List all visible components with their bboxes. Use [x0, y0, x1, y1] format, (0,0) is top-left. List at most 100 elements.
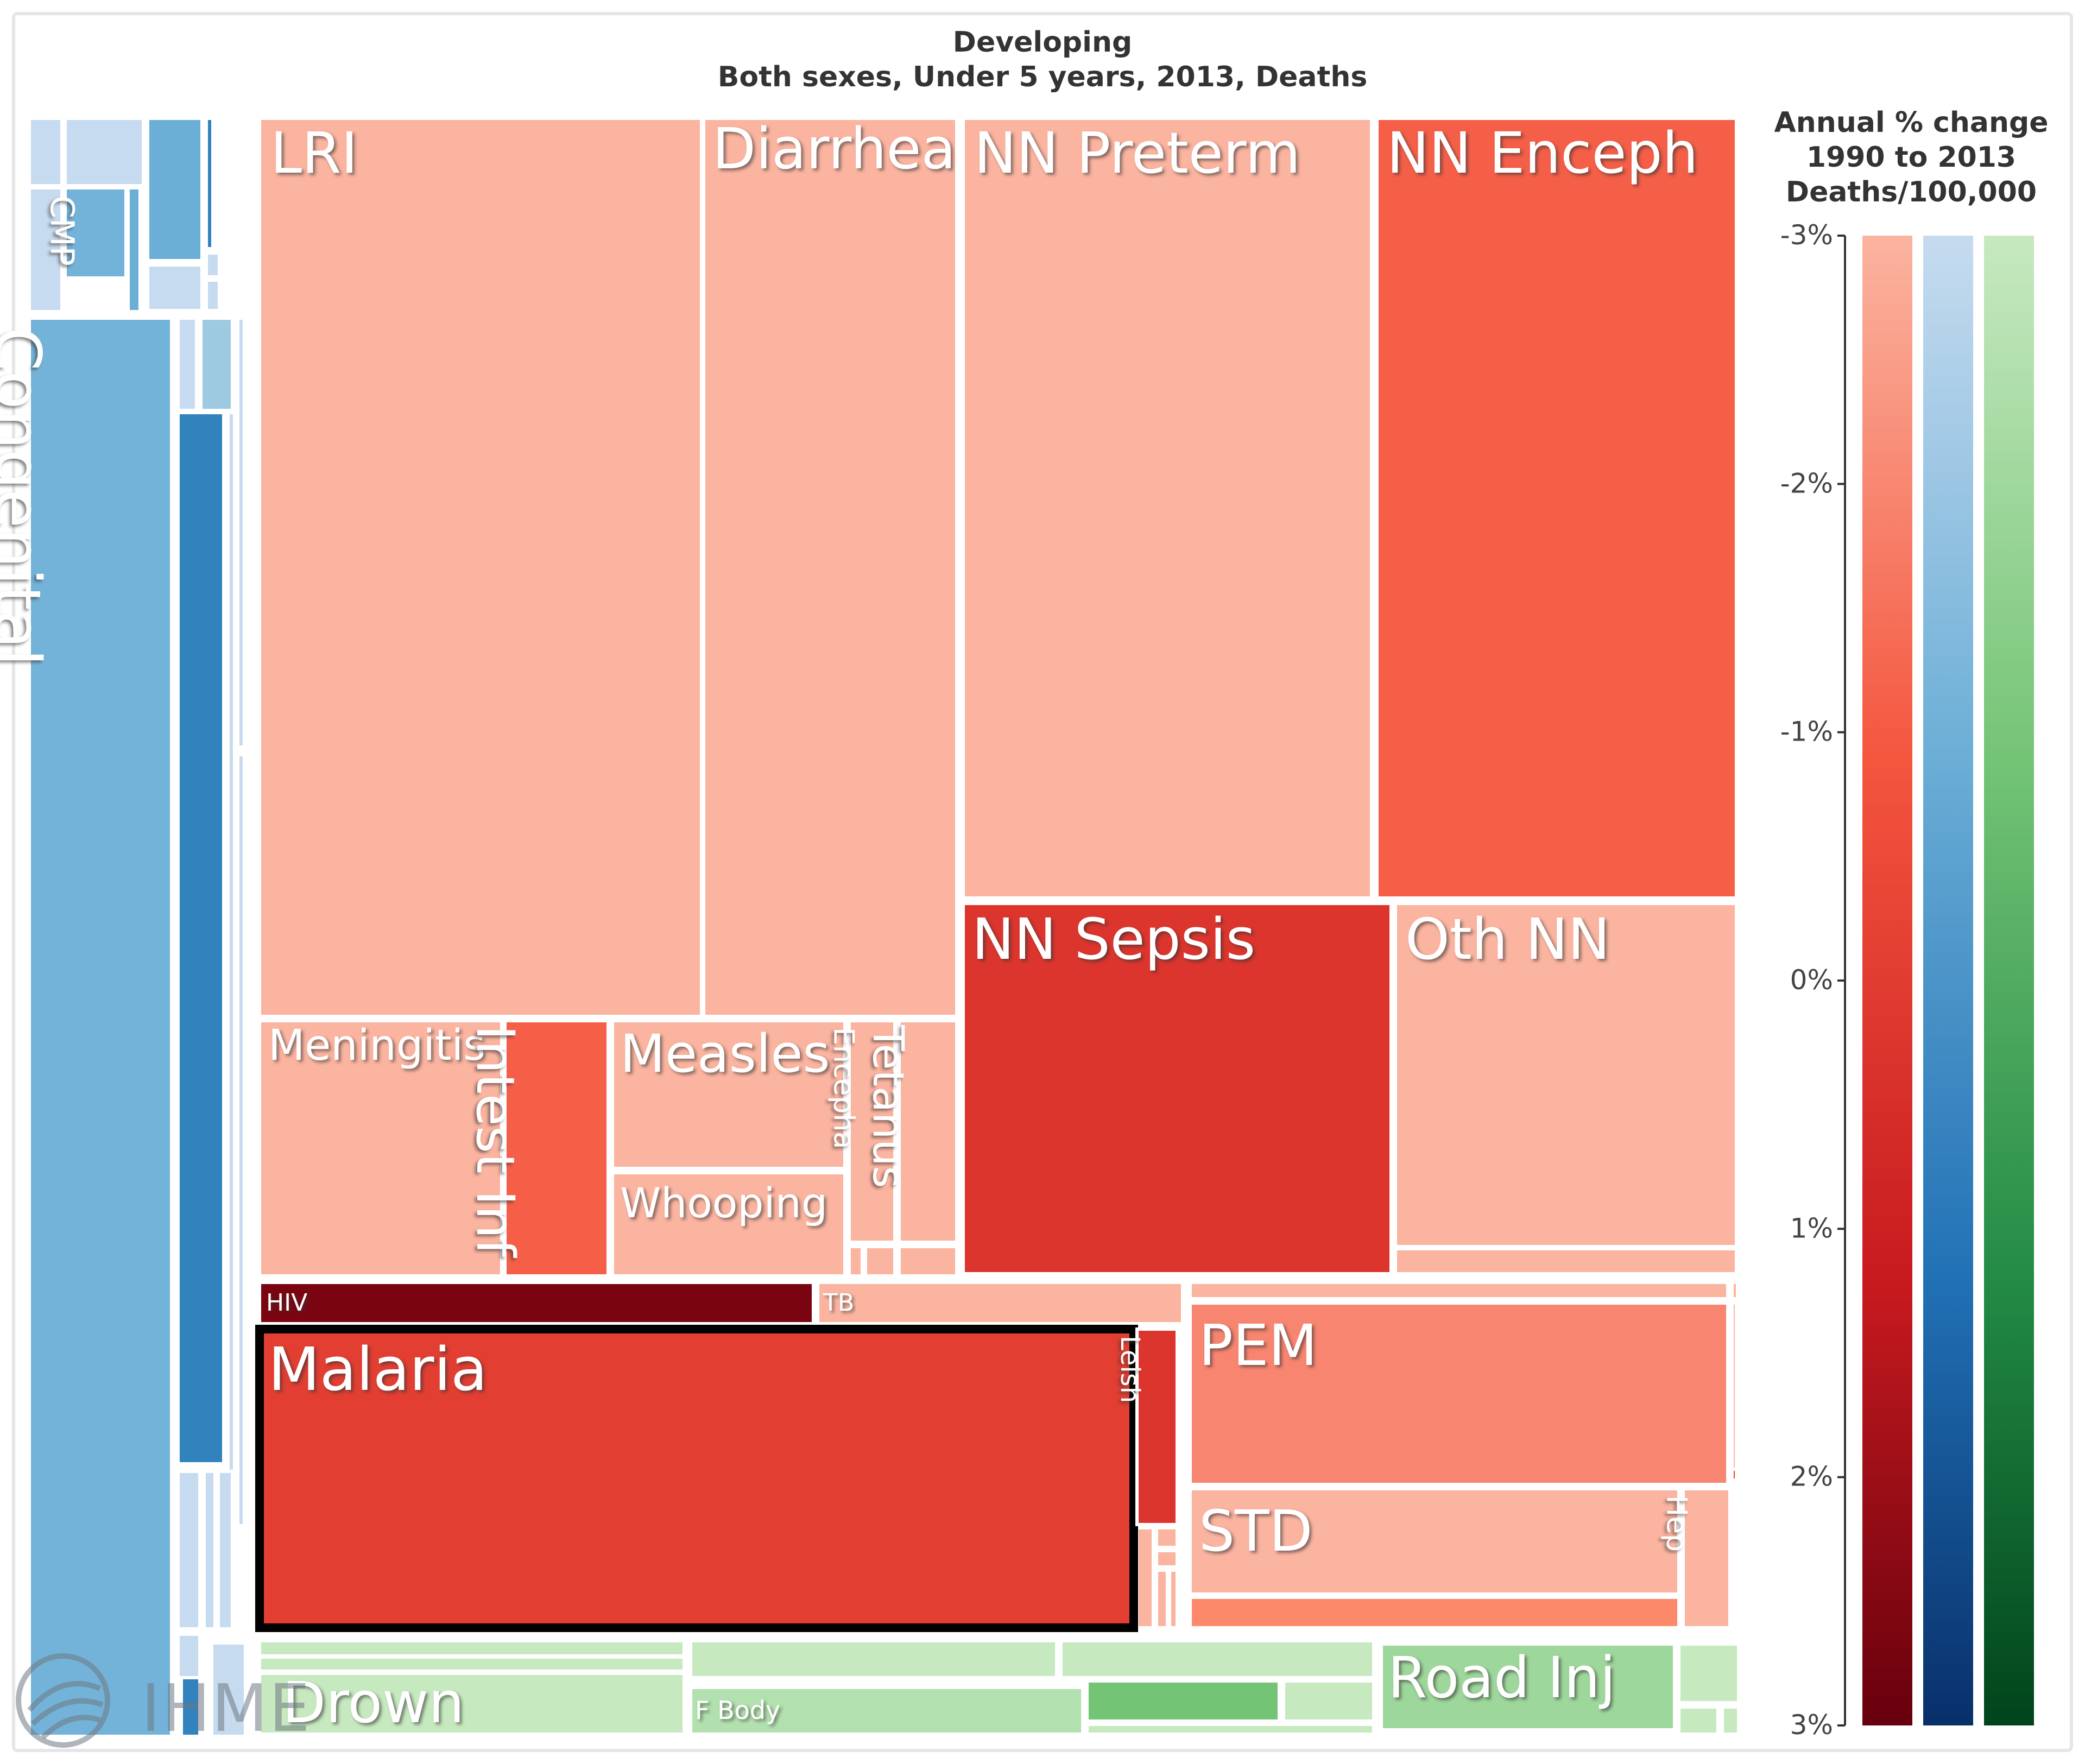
treemap-cell-measles[interactable] [611, 1019, 846, 1170]
treemap-cell-minor [898, 1245, 958, 1278]
treemap-cell-hep[interactable] [1682, 1487, 1732, 1629]
legend-title-line-1: Annual % change [1774, 106, 2049, 139]
treemap-cell-minor [217, 1470, 234, 1630]
treemap-label-malaria: Malaria [268, 1335, 487, 1404]
treemap-cell-minor [689, 1639, 1058, 1679]
treemap-label-pem: PEM [1199, 1312, 1317, 1379]
treemap-cell-malaria[interactable] [255, 1325, 1138, 1632]
legend-tick-label: 0% [1790, 964, 1833, 996]
treemap-cell-leish[interactable] [1135, 1327, 1179, 1526]
treemap-cell-minor [127, 186, 142, 313]
legend-bar-red [1862, 236, 1912, 1725]
legend-bar-green [1984, 236, 2034, 1725]
treemap-cell-encepha[interactable] [848, 1019, 896, 1244]
treemap-label-cmp: CMP [43, 195, 81, 266]
legend-tick-label: 2% [1790, 1461, 1833, 1493]
treemap-cell-minor [176, 317, 198, 412]
treemap-cell-nn-preterm[interactable] [962, 117, 1373, 900]
treemap-cell-minor [1189, 1281, 1729, 1300]
legend-tick-label: -3% [1780, 219, 1833, 251]
legend-tick-label: -1% [1780, 716, 1833, 748]
treemap-cell-minor [1155, 1526, 1179, 1549]
treemap-label-hiv: HIV [266, 1289, 307, 1317]
legend: -3% -2% -1% 0% 1% 2% 3% [1780, 219, 2034, 1741]
treemap-cell-road-inj[interactable] [1380, 1642, 1676, 1731]
treemap-label-std: STD [1199, 1498, 1313, 1564]
ihme-logo-icon [16, 1653, 110, 1748]
treemap-cell-whooping[interactable] [611, 1171, 846, 1278]
treemap-cell-minor [1085, 1723, 1375, 1736]
treemap-cell-minor [848, 1245, 864, 1278]
treemap-cell-minor [205, 279, 221, 312]
treemap-cell-minor [1677, 1705, 1720, 1736]
treemap-cell-minor [28, 117, 64, 187]
treemap-cell-minor [28, 186, 64, 313]
treemap-label-tetanus: Tetanus [863, 1025, 912, 1188]
treemap-cell-congenital[interactable] [28, 317, 173, 1738]
legend-bar-blue [1923, 236, 1973, 1725]
treemap-label-hep: Hep [1660, 1495, 1692, 1552]
treemap-label-whooping: Whooping [620, 1179, 827, 1227]
treemap-cell-intest-inf[interactable] [503, 1019, 610, 1278]
treemap-label-nn-sepsis: NN Sepsis [972, 906, 1255, 972]
treemap-label-nn-enceph: NN Enceph [1387, 120, 1698, 186]
treemap-cell-oth-nn[interactable] [1394, 902, 1738, 1248]
treemap-cell-std[interactable] [1189, 1487, 1680, 1596]
treemap-cell-f-body[interactable] [689, 1686, 1084, 1736]
treemap-labels: LRI Diarrhea NN Preterm NN Enceph NN Sepsis O… [0, 116, 1698, 1736]
treemap-cell-lri[interactable] [258, 117, 703, 1018]
treemap-cell-minor [1155, 1569, 1169, 1629]
treemap-cell-minor [176, 1470, 201, 1630]
treemap-label-lri: LRI [270, 120, 358, 186]
treemap-cell-minor [176, 411, 225, 1465]
treemap-cell-diarrhea[interactable] [702, 117, 958, 1018]
treemap-cell-minor [203, 1470, 217, 1630]
treemap-cell-minor [1721, 1705, 1740, 1736]
treemap-label-congenital: Congenital [0, 327, 54, 666]
treemap-cell-meningitis[interactable] [258, 1019, 503, 1278]
treemap-cell-minor [199, 317, 234, 412]
treemap-cell-minor [205, 251, 221, 279]
treemap-label-meningitis: Meningitis [268, 1021, 485, 1070]
treemap-cell-nn-enceph[interactable] [1375, 117, 1738, 900]
treemap-label-diarrhea: Diarrhea [712, 116, 956, 182]
treemap-cell-minor [226, 411, 236, 1522]
treemap-label-f-body: F Body [695, 1696, 780, 1725]
treemap-cell-minor [258, 1655, 686, 1673]
treemap-cell-minor [1394, 1247, 1738, 1275]
treemap-cell-cmp[interactable] [64, 186, 128, 280]
treemap-cell-minor [1189, 1596, 1680, 1629]
treemap-cell-minor [1168, 1569, 1179, 1629]
legend-title-line-2: 1990 to 2013 [1806, 141, 2017, 174]
legend-title-line-3: Deaths/100,000 [1785, 176, 2037, 208]
treemap-cell-minor [1677, 1642, 1740, 1704]
treemap-cell-minor [180, 1676, 201, 1738]
treemap-label-nn-preterm: NN Preterm [974, 120, 1300, 186]
treemap-cell-minor [64, 117, 145, 187]
legend-tick-label: -2% [1780, 467, 1833, 499]
treemap-cell-minor [1155, 1549, 1179, 1569]
treemap-cell-minor [236, 317, 246, 749]
chart-subtitle: Both sexes, Under 5 years, 2013, Deaths [717, 61, 1368, 93]
treemap-cell-hiv[interactable] [258, 1281, 815, 1325]
treemap-cell-minor [146, 263, 204, 312]
treemap-label-oth-nn: Oth NN [1405, 906, 1610, 972]
treemap-label-leish: Leish [1115, 1336, 1145, 1403]
legend-tick-label: 3% [1790, 1709, 1833, 1741]
treemap-cell-minor [1730, 1301, 1738, 1484]
ihme-watermark: IHME [141, 1671, 311, 1747]
treemap-cell-minor [864, 1245, 896, 1278]
treemap-cell-minor [1085, 1679, 1281, 1723]
treemap-cell-pem[interactable] [1189, 1301, 1729, 1486]
treemap-cell-tetanus[interactable] [898, 1019, 958, 1244]
treemap-cell-nn-sepsis[interactable] [962, 902, 1393, 1275]
treemap-cell-minor [146, 117, 204, 262]
treemap-cell-drown[interactable] [258, 1672, 686, 1736]
treemap-cell-tb[interactable] [816, 1281, 1184, 1325]
treemap-label-tb: TB [823, 1289, 854, 1317]
treemap-label-intest-inf: Intest Inf [465, 1025, 526, 1258]
treemap-label-drown: Drown [282, 1670, 464, 1736]
treemap-cell-minor [236, 753, 246, 1527]
treemap-cells [28, 117, 1740, 1738]
